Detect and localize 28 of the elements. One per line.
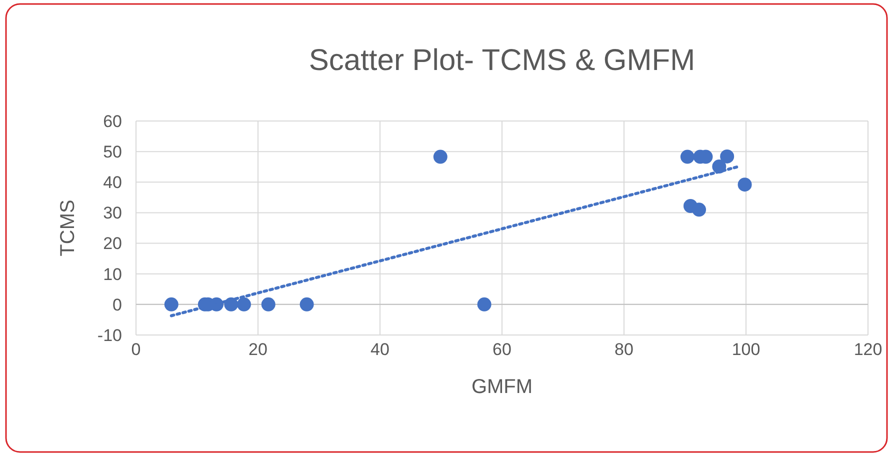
y-tick-label: 60 [103, 112, 122, 131]
y-tick-label: 0 [112, 295, 122, 314]
chart-title: Scatter Plot- TCMS & GMFM [308, 44, 696, 77]
point [680, 150, 694, 164]
point [164, 297, 178, 312]
point [720, 149, 734, 164]
x-tick-label: 100 [732, 340, 760, 359]
x-tick-label: 60 [492, 340, 512, 359]
y-tick-label: 10 [103, 264, 122, 284]
point [261, 297, 276, 312]
x-tick-label: 0 [131, 340, 141, 359]
point [738, 178, 752, 192]
x-tick-label: 40 [370, 340, 390, 359]
y-tick-label: 50 [103, 142, 122, 162]
x-tick-label: 80 [614, 340, 634, 359]
x-tick-label: 20 [248, 340, 268, 359]
y-tick-label: 40 [103, 173, 122, 192]
y-axis-title: TCMS [57, 200, 79, 256]
point [300, 297, 314, 312]
y-tick-label: 30 [103, 204, 122, 223]
point [692, 202, 706, 217]
y-tick-label: 20 [103, 234, 122, 254]
point [477, 297, 492, 312]
x-axis-title: GMFM [471, 376, 533, 398]
x-tick-label: 120 [854, 340, 882, 359]
y-tick-label: -10 [97, 326, 122, 345]
point [433, 150, 448, 164]
point [236, 297, 251, 312]
